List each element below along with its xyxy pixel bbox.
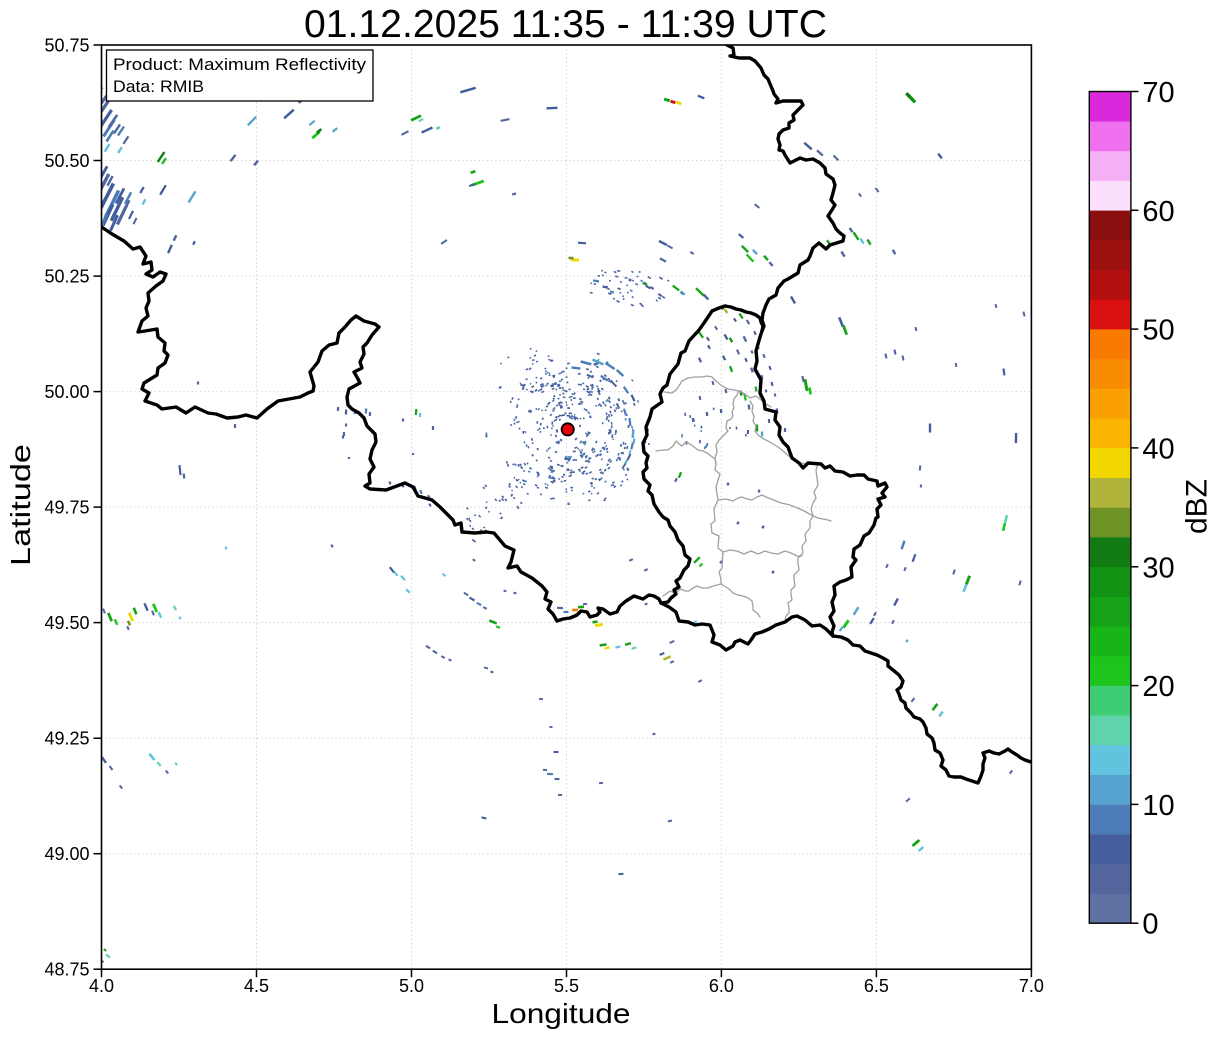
- svg-text:dBZ: dBZ: [1181, 479, 1214, 534]
- svg-text:01.12.2025 11:35 - 11:39 UTC: 01.12.2025 11:35 - 11:39 UTC: [304, 3, 827, 46]
- svg-text:20: 20: [1142, 671, 1174, 703]
- svg-text:0: 0: [1142, 909, 1158, 941]
- svg-text:Longitude: Longitude: [492, 998, 631, 1029]
- svg-text:50.50: 50.50: [44, 151, 89, 171]
- svg-text:Data: RMIB: Data: RMIB: [113, 77, 204, 96]
- svg-text:5.0: 5.0: [399, 976, 424, 996]
- svg-text:50.00: 50.00: [44, 382, 89, 402]
- svg-text:49.75: 49.75: [44, 497, 89, 517]
- svg-text:50.25: 50.25: [44, 266, 89, 286]
- svg-text:6.0: 6.0: [709, 976, 734, 996]
- svg-text:Product: Maximum Reflectivity: Product: Maximum Reflectivity: [113, 55, 367, 74]
- svg-text:50: 50: [1142, 315, 1174, 347]
- svg-text:40: 40: [1142, 433, 1174, 465]
- svg-text:60: 60: [1142, 196, 1174, 228]
- svg-text:49.25: 49.25: [44, 729, 89, 749]
- svg-text:5.5: 5.5: [554, 976, 579, 996]
- svg-text:49.50: 49.50: [44, 613, 89, 633]
- svg-text:48.75: 48.75: [44, 960, 89, 980]
- svg-text:70: 70: [1142, 77, 1174, 109]
- svg-text:7.0: 7.0: [1019, 976, 1044, 996]
- svg-text:6.5: 6.5: [864, 976, 889, 996]
- svg-text:50.75: 50.75: [44, 35, 89, 55]
- svg-text:Latitude: Latitude: [5, 444, 36, 566]
- svg-text:4.5: 4.5: [244, 976, 269, 996]
- svg-text:10: 10: [1142, 790, 1174, 822]
- svg-text:49.00: 49.00: [44, 844, 89, 864]
- svg-text:30: 30: [1142, 552, 1174, 584]
- svg-text:4.0: 4.0: [89, 976, 114, 996]
